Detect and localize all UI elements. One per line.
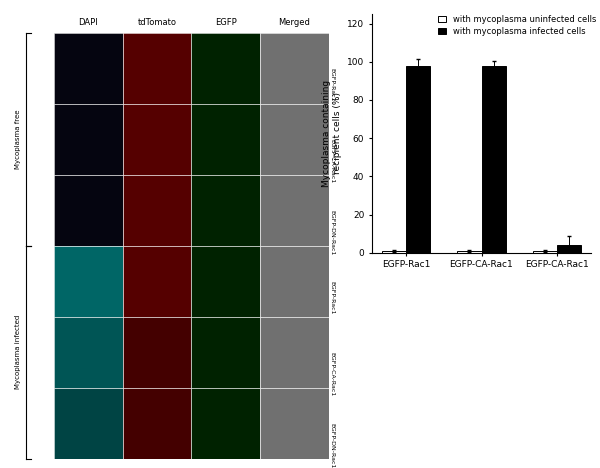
Text: EGFP-Rac1: EGFP-Rac1	[329, 281, 334, 314]
Bar	[482, 66, 506, 253]
Text: EGFP-CA-Rac1: EGFP-CA-Rac1	[329, 139, 334, 183]
Bar	[557, 245, 581, 253]
Text: EGFP: EGFP	[215, 18, 236, 27]
Text: Mycoplasma free: Mycoplasma free	[15, 110, 21, 169]
Text: tdTomato: tdTomato	[137, 18, 176, 27]
Text: EGFP-Rac1: EGFP-Rac1	[329, 68, 334, 102]
Legend: with mycoplasma uninfected cells, with mycoplasma infected cells: with mycoplasma uninfected cells, with m…	[436, 14, 598, 37]
Y-axis label: Mycoplasma containing
recipient cells (%): Mycoplasma containing recipient cells (%…	[322, 80, 341, 187]
Bar	[382, 251, 406, 253]
Text: EGFP-CA-Rac1: EGFP-CA-Rac1	[329, 352, 334, 396]
Text: EGFP-DN-Rac1: EGFP-DN-Rac1	[329, 423, 334, 468]
Bar	[533, 251, 557, 253]
Text: Merged: Merged	[278, 18, 310, 27]
Text: DAPI: DAPI	[79, 18, 98, 27]
Text: Mycoplasma infected: Mycoplasma infected	[15, 315, 21, 389]
Bar	[457, 251, 482, 253]
Bar	[406, 66, 430, 253]
Text: EGFP-DN-Rac1: EGFP-DN-Rac1	[329, 210, 334, 256]
